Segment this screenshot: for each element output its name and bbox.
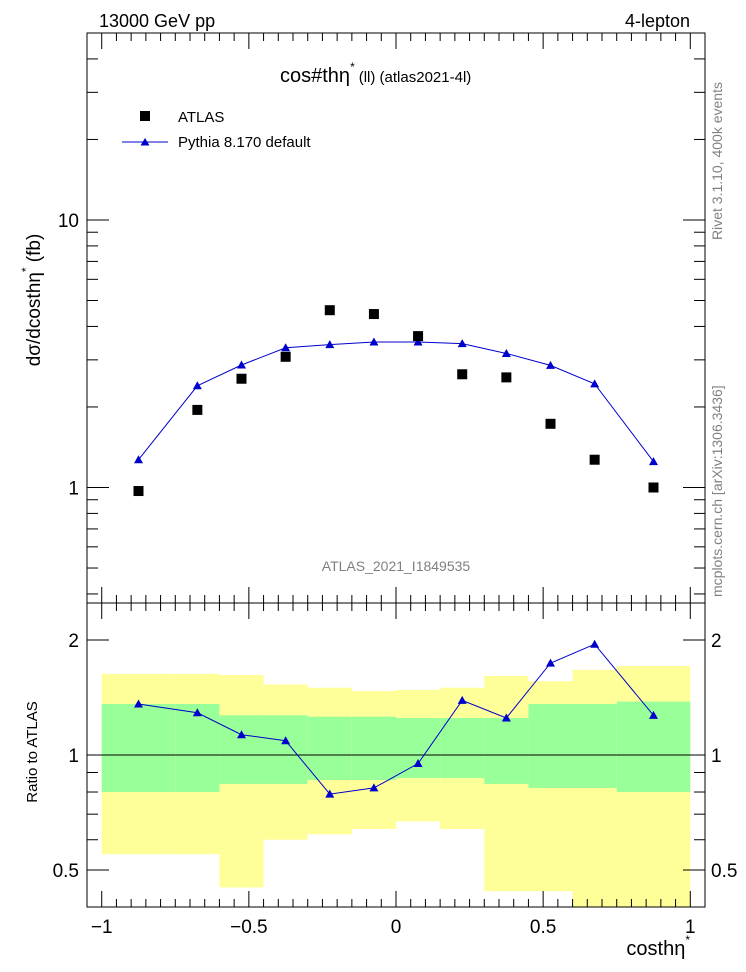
ratio-xtick-label: 0 (391, 917, 402, 938)
ratio-pythia-line (138, 643, 654, 795)
ratio-xtick-label: 0.5 (530, 917, 556, 938)
atlas-point (368, 309, 379, 320)
legend-label-pythia: Pythia 8.170 default (178, 134, 311, 151)
ratio-ylabel: Ratio to ATLAS (24, 701, 41, 802)
ratio-pythia-point (501, 713, 511, 722)
ratio-pythia-point (281, 736, 291, 745)
main-ytick-label: 1 (68, 478, 79, 499)
rivet-label: Rivet 3.1.10, 400k events (709, 82, 725, 240)
ratio-xtick-label: −1 (91, 917, 113, 938)
band-1sigma (263, 715, 308, 784)
main-plot-area (133, 305, 659, 497)
ratio-pythia-point (134, 699, 143, 708)
band-1sigma (307, 716, 352, 781)
ratio-xtick-label: −0.5 (230, 917, 268, 938)
pythia-line (138, 341, 654, 462)
ratio-axis-ticks: 0.5 0.5 1 1 2 2 −1 −0.5 0 0.5 1 (53, 603, 737, 938)
ratio-plot-area (134, 639, 658, 798)
band-1sigma (175, 703, 220, 793)
band-1sigma (484, 717, 529, 784)
ratio-ytick-label-left: 0.5 (53, 861, 79, 882)
ratio-pythia-point (546, 658, 555, 667)
atlas-point (324, 305, 335, 316)
atlas-point (133, 486, 144, 497)
atlas-point (280, 351, 291, 362)
pythia-point (413, 337, 423, 346)
ratio-xlabel: costhη* (626, 933, 690, 960)
ratio-frame (86, 602, 706, 908)
ratio-xtick-label: 1 (685, 917, 696, 938)
pythia-point (501, 348, 511, 357)
ratio-panel: 0.5 0.5 1 1 2 2 −1 −0.5 0 0.5 1 Ratio to ATLAS cos… (24, 602, 737, 960)
ratio-uncertainty-bands (87, 666, 705, 907)
legend: ATLAS Pythia 8.170 default (122, 109, 311, 151)
atlas-point (192, 404, 203, 415)
legend-marker-atlas (140, 111, 150, 121)
atlas-point (501, 372, 512, 383)
main-ylabel: dσ/dcosthη* (fb) (19, 234, 45, 367)
main-title: cos#thη*(ll) (atlas2021-4l) (280, 60, 471, 87)
band-1sigma (440, 717, 485, 779)
pythia-point (369, 337, 379, 346)
ratio-pythia-point (649, 710, 658, 719)
atlas-point (545, 418, 556, 429)
pythia-point (192, 381, 202, 390)
atlas-point (589, 454, 600, 465)
band-1sigma (101, 703, 176, 793)
atlas-point (457, 369, 468, 380)
ratio-pythia-point (237, 730, 246, 739)
ratio-pythia-point (590, 639, 600, 648)
band-1sigma (351, 716, 396, 781)
pythia-point (649, 457, 658, 466)
watermark: ATLAS_2021_I1849535 (322, 558, 471, 574)
band-1sigma (396, 717, 441, 779)
pythia-point (457, 339, 467, 348)
header-right: 4-lepton (625, 11, 690, 31)
legend-marker-pythia (140, 138, 150, 146)
ratio-ytick-label-left: 1 (68, 746, 79, 767)
mcplots-label: mcplots.cern.ch [arXiv:1306.3436] (709, 385, 725, 597)
pythia-point (590, 379, 600, 388)
pythia-point (281, 343, 291, 352)
header-left: 13000 GeV pp (99, 11, 215, 31)
ratio-pythia-point (325, 789, 335, 798)
ratio-pythia-point (192, 708, 202, 717)
ratio-ytick-label-right: 2 (711, 631, 722, 652)
ratio-ytick-label-right: 1 (711, 746, 722, 767)
main-axis-ticks: 1 10 (58, 32, 705, 603)
main-panel: 1 10 cos#thη*(ll) (atlas2021-4l) dσ/dcost… (19, 32, 706, 604)
ratio-pythia-point (457, 695, 467, 704)
pythia-point (237, 360, 246, 369)
band-1sigma (219, 715, 264, 784)
legend-label-atlas: ATLAS (178, 109, 224, 126)
ratio-pythia-point (369, 783, 379, 792)
atlas-point (413, 331, 424, 342)
pythia-point (546, 360, 555, 369)
ratio-ytick-label-left: 2 (68, 631, 79, 652)
pythia-point (134, 455, 143, 464)
ratio-ytick-label-right: 0.5 (711, 861, 737, 882)
atlas-point (648, 482, 659, 493)
band-1sigma (528, 703, 573, 788)
ratio-pythia-point (413, 759, 423, 768)
main-ytick-label: 10 (58, 211, 79, 232)
pythia-point (325, 340, 335, 349)
band-1sigma (572, 703, 617, 788)
atlas-point (236, 373, 247, 384)
